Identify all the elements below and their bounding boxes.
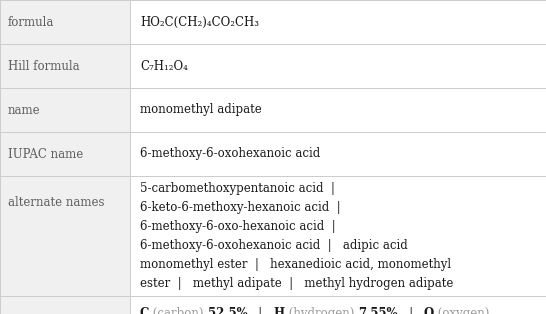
Text: 5-carbomethoxypentanoic acid  |: 5-carbomethoxypentanoic acid |: [140, 182, 335, 195]
Text: 6-keto-6-methoxy-hexanoic acid  |: 6-keto-6-methoxy-hexanoic acid |: [140, 201, 341, 214]
Bar: [130, 176, 546, 296]
Bar: [130, 296, 546, 314]
Text: O: O: [424, 307, 434, 314]
Bar: [130, 44, 546, 88]
Text: 52.5%: 52.5%: [207, 307, 247, 314]
Text: 7.55%: 7.55%: [358, 307, 397, 314]
Bar: [0, 296, 130, 314]
Text: C₇H₁₂O₄: C₇H₁₂O₄: [140, 59, 188, 73]
Text: C: C: [140, 307, 149, 314]
Text: |: |: [247, 307, 274, 314]
Bar: [0, 176, 130, 296]
Text: Hill formula: Hill formula: [8, 59, 80, 73]
Bar: [0, 132, 130, 176]
Bar: [0, 0, 130, 44]
Text: (hydrogen): (hydrogen): [285, 307, 358, 314]
Bar: [130, 88, 546, 132]
Text: IUPAC name: IUPAC name: [8, 148, 83, 160]
Bar: [130, 132, 546, 176]
Bar: [0, 44, 130, 88]
Text: ester  |   methyl adipate  |   methyl hydrogen adipate: ester | methyl adipate | methyl hydrogen…: [140, 277, 453, 290]
Text: alternate names: alternate names: [8, 196, 104, 209]
Text: 6-methoxy-6-oxohexanoic acid: 6-methoxy-6-oxohexanoic acid: [140, 148, 320, 160]
Text: 6-methoxy-6-oxohexanoic acid  |   adipic acid: 6-methoxy-6-oxohexanoic acid | adipic ac…: [140, 239, 408, 252]
Text: monomethyl ester  |   hexanedioic acid, monomethyl: monomethyl ester | hexanedioic acid, mon…: [140, 258, 451, 271]
Text: H: H: [274, 307, 285, 314]
Text: name: name: [8, 104, 40, 116]
Text: 6-methoxy-6-oxo-hexanoic acid  |: 6-methoxy-6-oxo-hexanoic acid |: [140, 220, 336, 233]
Text: (carbon): (carbon): [149, 307, 207, 314]
Text: formula: formula: [8, 15, 55, 29]
Text: monomethyl adipate: monomethyl adipate: [140, 104, 262, 116]
Bar: [0, 88, 130, 132]
Text: HO₂C(CH₂)₄CO₂CH₃: HO₂C(CH₂)₄CO₂CH₃: [140, 15, 259, 29]
Bar: [130, 0, 546, 44]
Text: (oxygen): (oxygen): [434, 307, 490, 314]
Text: |: |: [397, 307, 424, 314]
